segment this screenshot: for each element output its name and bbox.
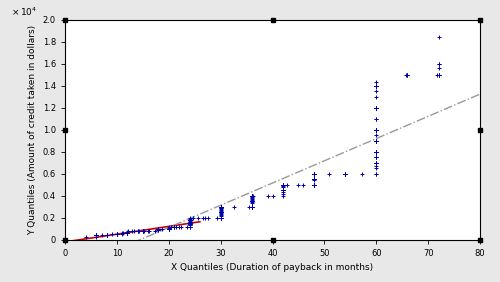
- Text: $\times\,10^4$: $\times\,10^4$: [11, 5, 37, 17]
- Y-axis label: Y Quantiles (Amount of credit taken in dollars): Y Quantiles (Amount of credit taken in d…: [28, 25, 37, 235]
- X-axis label: X Quantiles (Duration of payback in months): X Quantiles (Duration of payback in mont…: [172, 263, 374, 272]
